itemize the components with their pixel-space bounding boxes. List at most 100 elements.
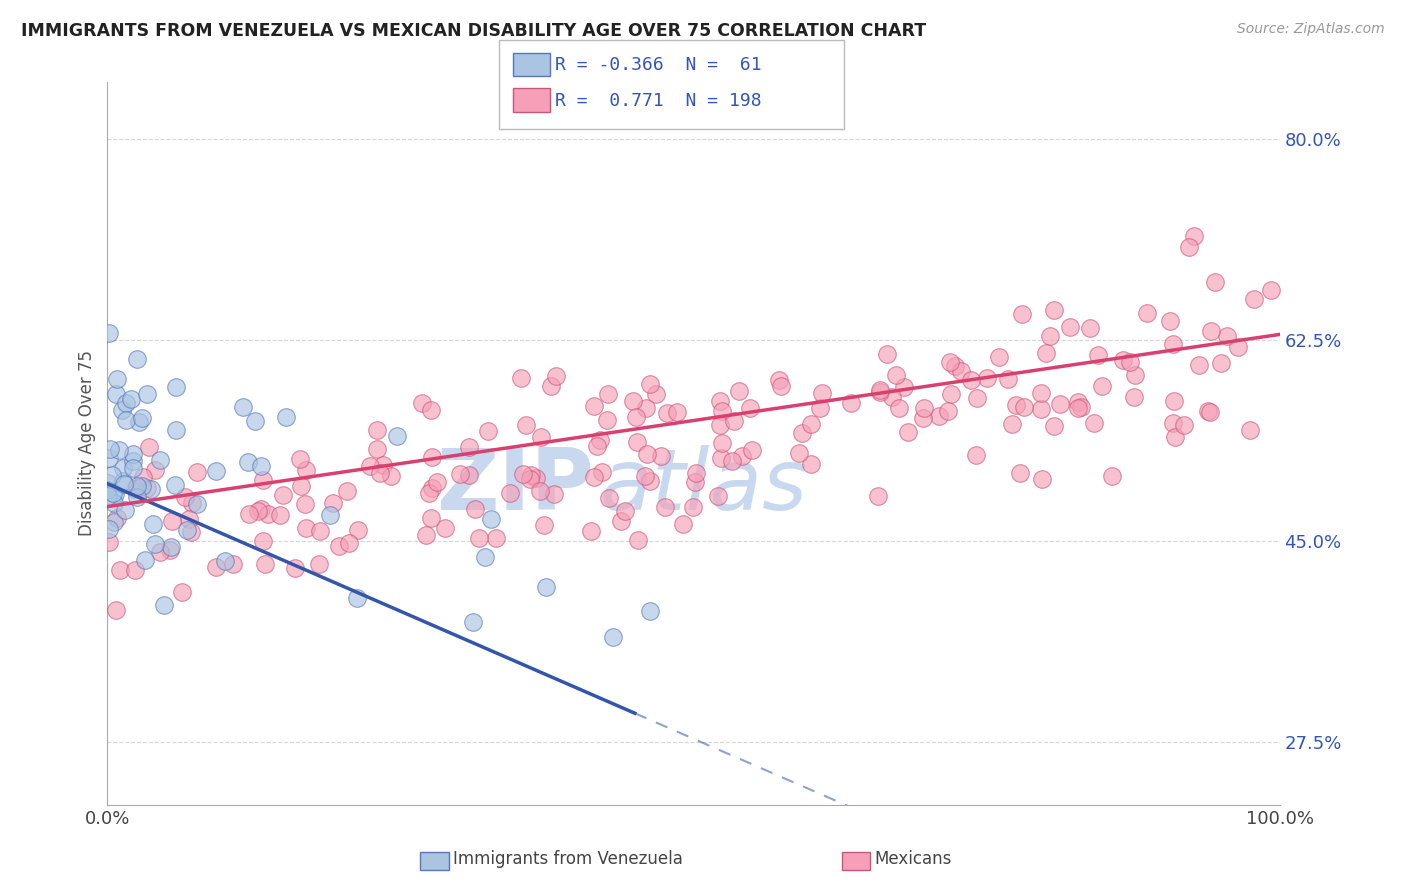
Point bbox=[468, 532, 491, 546]
Point bbox=[346, 591, 368, 606]
Point bbox=[111, 402, 134, 417]
Point bbox=[134, 553, 156, 567]
Point bbox=[100, 468, 122, 483]
Point bbox=[1059, 319, 1081, 334]
Point bbox=[250, 502, 273, 516]
Point bbox=[98, 522, 121, 536]
Point bbox=[104, 387, 127, 401]
Point bbox=[683, 475, 706, 489]
Point bbox=[474, 549, 496, 564]
Point bbox=[294, 497, 316, 511]
Point bbox=[371, 458, 394, 472]
Point bbox=[1031, 472, 1053, 486]
Point bbox=[115, 396, 138, 410]
Point bbox=[124, 563, 146, 577]
Point bbox=[176, 523, 198, 537]
Point bbox=[1161, 337, 1184, 351]
Point bbox=[458, 468, 481, 483]
Point bbox=[966, 392, 988, 406]
Text: R =  0.771  N = 198: R = 0.771 N = 198 bbox=[555, 92, 762, 110]
Point bbox=[789, 446, 811, 460]
Point bbox=[1112, 352, 1135, 367]
Point bbox=[592, 465, 614, 479]
Text: R = -0.366  N =  61: R = -0.366 N = 61 bbox=[555, 56, 762, 74]
Point bbox=[121, 454, 143, 468]
Point bbox=[586, 439, 609, 453]
Point bbox=[346, 524, 368, 538]
Point bbox=[336, 484, 359, 499]
Point bbox=[884, 368, 907, 383]
Point bbox=[624, 409, 647, 424]
Point bbox=[214, 554, 236, 568]
Point bbox=[485, 532, 508, 546]
Point bbox=[159, 543, 181, 558]
Point bbox=[359, 459, 381, 474]
Point bbox=[1001, 417, 1024, 431]
Point bbox=[125, 351, 148, 366]
Point bbox=[650, 450, 672, 464]
Point bbox=[125, 481, 148, 495]
Point bbox=[939, 387, 962, 401]
Point bbox=[418, 486, 440, 500]
Point bbox=[186, 497, 208, 511]
Point bbox=[912, 401, 935, 415]
Point bbox=[112, 474, 135, 488]
Point bbox=[132, 470, 155, 484]
Point bbox=[1067, 401, 1090, 416]
Point bbox=[655, 406, 678, 420]
Point bbox=[170, 585, 193, 599]
Point bbox=[610, 514, 633, 528]
Text: Immigrants from Venezuela: Immigrants from Venezuela bbox=[453, 850, 682, 868]
Point bbox=[104, 487, 127, 501]
Point bbox=[711, 436, 734, 450]
Point bbox=[512, 467, 534, 482]
Point bbox=[125, 478, 148, 492]
Point bbox=[1136, 306, 1159, 320]
Point bbox=[114, 503, 136, 517]
Point bbox=[529, 484, 551, 499]
Point bbox=[186, 465, 208, 479]
Point bbox=[533, 518, 555, 533]
Point bbox=[105, 372, 128, 386]
Point bbox=[97, 489, 120, 503]
Point bbox=[939, 354, 962, 368]
Point bbox=[173, 490, 195, 504]
Point bbox=[204, 464, 226, 478]
Point bbox=[1008, 466, 1031, 480]
Point bbox=[1119, 355, 1142, 369]
Point bbox=[880, 390, 903, 404]
Point bbox=[636, 447, 658, 461]
Point bbox=[987, 350, 1010, 364]
Point bbox=[104, 603, 127, 617]
Point bbox=[112, 477, 135, 491]
Point bbox=[180, 496, 202, 510]
Point bbox=[294, 462, 316, 476]
Point bbox=[634, 468, 657, 483]
Point bbox=[112, 461, 135, 475]
Point bbox=[1188, 358, 1211, 372]
Point bbox=[709, 417, 731, 432]
Point bbox=[945, 359, 967, 374]
Point bbox=[1091, 379, 1114, 393]
Point bbox=[1199, 405, 1222, 419]
Point bbox=[1031, 386, 1053, 401]
Point bbox=[420, 481, 443, 495]
Point bbox=[707, 490, 730, 504]
Point bbox=[1049, 396, 1071, 410]
Point bbox=[1087, 348, 1109, 362]
Point bbox=[768, 373, 790, 387]
Point bbox=[536, 580, 558, 594]
Point bbox=[411, 396, 433, 410]
Point bbox=[449, 467, 471, 482]
Point bbox=[252, 474, 274, 488]
Point bbox=[1011, 307, 1033, 321]
Point bbox=[162, 514, 184, 528]
Point bbox=[997, 372, 1019, 386]
Point bbox=[543, 487, 565, 501]
Point bbox=[897, 425, 920, 440]
Point bbox=[105, 511, 128, 525]
Point bbox=[741, 443, 763, 458]
Point bbox=[96, 483, 118, 497]
Point bbox=[1209, 356, 1232, 370]
Point bbox=[284, 561, 307, 575]
